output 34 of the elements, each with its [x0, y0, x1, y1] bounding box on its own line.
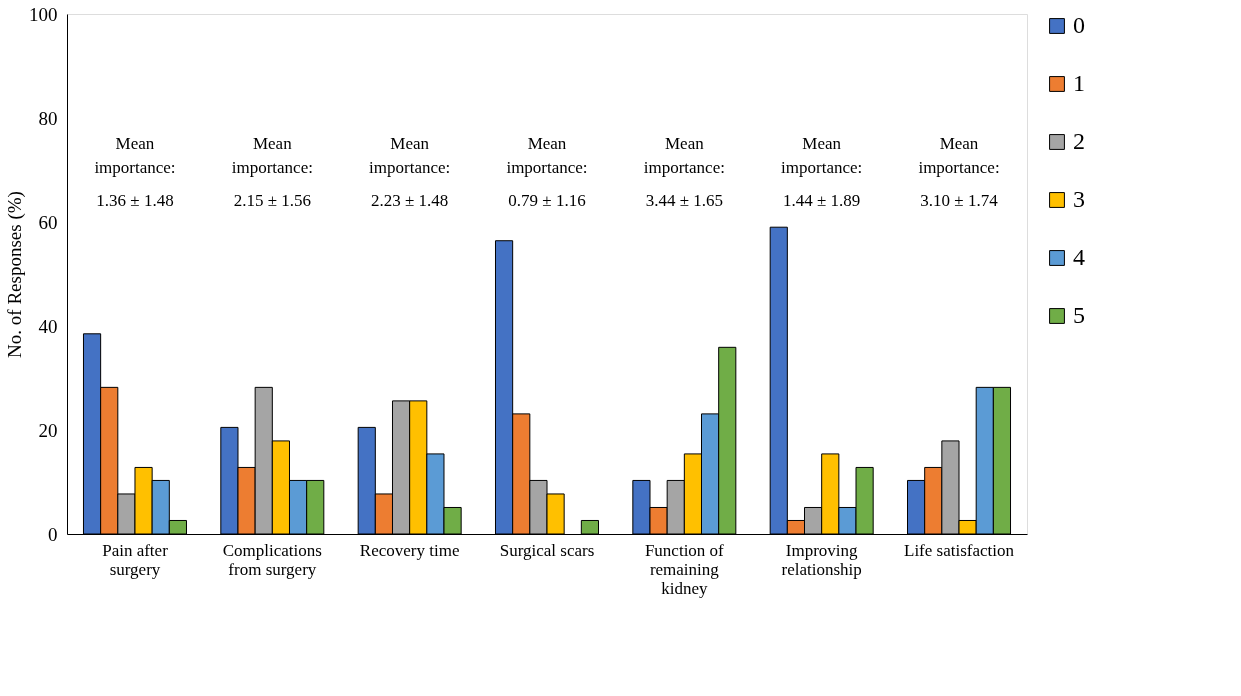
x-tick-label: Complications from surgery	[222, 540, 322, 579]
y-tick-label: 100	[29, 3, 58, 25]
x-tick-label: Pain after surgery	[102, 540, 169, 579]
x-tick-label: Improving relationship	[781, 540, 862, 579]
y-tick-label: 0	[48, 523, 58, 545]
x-tick-label: Life satisfaction	[904, 540, 1015, 560]
annotation: 1.44 ± 1.89	[783, 191, 861, 211]
legend-label: 0	[1073, 12, 1085, 38]
legend-label: 4	[1073, 244, 1085, 270]
x-tick-label: Recovery time	[359, 540, 460, 560]
x-tick-label: Function of remaining kidney	[644, 540, 725, 598]
annotation: Mean importance:	[369, 134, 451, 177]
annotation: Mean importance:	[918, 134, 1000, 177]
legend-label: 2	[1073, 128, 1085, 154]
annotation: Mean importance:	[231, 134, 313, 177]
annotation: 3.44 ± 1.65	[645, 191, 724, 211]
legend-label: 3	[1073, 186, 1085, 212]
y-tick-label: 40	[38, 315, 58, 337]
annotation: 2.23 ± 1.48	[370, 191, 449, 211]
annotation: Mean importance:	[781, 134, 863, 177]
annotation: 2.15 ± 1.56	[233, 191, 311, 211]
y-tick-label: 20	[38, 419, 58, 441]
annotation: 1.36 ± 1.48	[96, 191, 174, 211]
y-tick-label: 80	[38, 107, 58, 129]
y-tick-label: 60	[38, 211, 58, 233]
annotation: Mean importance:	[506, 134, 588, 177]
annotation: 0.79 ± 1.16	[508, 191, 586, 211]
legend-label: 5	[1073, 302, 1085, 328]
legend-label: 1	[1073, 70, 1085, 96]
y-axis-title: No. of Responses (%)	[4, 191, 26, 358]
x-tick-label: Surgical scars	[499, 540, 595, 560]
annotation: Mean importance:	[94, 134, 176, 177]
annotation: 3.10 ± 1.74	[920, 191, 999, 211]
annotation: Mean importance:	[643, 134, 725, 177]
